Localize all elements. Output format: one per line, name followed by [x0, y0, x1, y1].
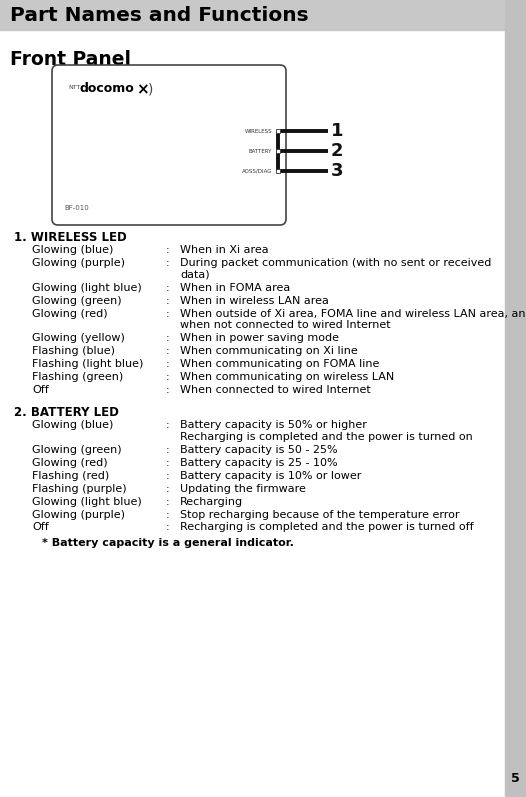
Text: Off: Off — [32, 523, 49, 532]
Text: Glowing (light blue): Glowing (light blue) — [32, 497, 141, 507]
Text: ×: × — [136, 82, 149, 97]
Text: Glowing (blue): Glowing (blue) — [32, 420, 114, 430]
Text: Recharging is completed and the power is turned on: Recharging is completed and the power is… — [180, 431, 473, 442]
Text: 2: 2 — [331, 142, 343, 160]
Text: Glowing (green): Glowing (green) — [32, 445, 122, 454]
Bar — [505, 0, 526, 797]
Text: :: : — [166, 420, 169, 430]
Text: data): data) — [180, 269, 210, 280]
Text: :: : — [166, 457, 169, 468]
Text: When in FOMA area: When in FOMA area — [180, 282, 290, 292]
Text: When outside of Xi area, FOMA line and wireless LAN area, and: When outside of Xi area, FOMA line and w… — [180, 308, 526, 319]
Text: BATTERY: BATTERY — [249, 148, 272, 154]
Text: Battery capacity is 25 - 10%: Battery capacity is 25 - 10% — [180, 457, 338, 468]
Text: :: : — [166, 333, 169, 343]
Text: :: : — [166, 245, 169, 255]
FancyBboxPatch shape — [52, 65, 286, 225]
Text: :: : — [166, 308, 169, 319]
Text: :: : — [166, 296, 169, 305]
Text: Stop recharging because of the temperature error: Stop recharging because of the temperatu… — [180, 509, 460, 520]
Text: :: : — [166, 445, 169, 454]
Text: Battery capacity is 50 - 25%: Battery capacity is 50 - 25% — [180, 445, 338, 454]
Text: Glowing (purple): Glowing (purple) — [32, 258, 125, 268]
Text: Glowing (red): Glowing (red) — [32, 308, 108, 319]
Text: 1: 1 — [331, 122, 343, 140]
Text: when not connected to wired Internet: when not connected to wired Internet — [180, 320, 391, 330]
Text: * Battery capacity is a general indicator.: * Battery capacity is a general indicato… — [42, 539, 294, 548]
Text: :: : — [166, 282, 169, 292]
Text: Flashing (green): Flashing (green) — [32, 372, 123, 382]
Text: Battery capacity is 50% or higher: Battery capacity is 50% or higher — [180, 420, 367, 430]
Text: :: : — [166, 523, 169, 532]
Text: :: : — [166, 470, 169, 481]
Text: BF-010: BF-010 — [64, 205, 89, 211]
Text: When communicating on Xi line: When communicating on Xi line — [180, 346, 358, 356]
Text: :: : — [166, 385, 169, 395]
Text: Glowing (purple): Glowing (purple) — [32, 509, 125, 520]
Text: 3: 3 — [331, 162, 343, 180]
Text: Front Panel: Front Panel — [10, 50, 131, 69]
Text: 1. WIRELESS LED: 1. WIRELESS LED — [14, 231, 127, 244]
Text: 5: 5 — [511, 772, 519, 785]
Text: Off: Off — [32, 385, 49, 395]
Text: Battery capacity is 10% or lower: Battery capacity is 10% or lower — [180, 470, 361, 481]
Text: When communicating on FOMA line: When communicating on FOMA line — [180, 359, 379, 369]
Text: AOSS/DIAG: AOSS/DIAG — [241, 168, 272, 174]
Text: When in Xi area: When in Xi area — [180, 245, 269, 255]
Text: Flashing (blue): Flashing (blue) — [32, 346, 115, 356]
Text: When communicating on wireless LAN: When communicating on wireless LAN — [180, 372, 394, 382]
Bar — [0, 0, 526, 30]
Text: Updating the firmware: Updating the firmware — [180, 484, 306, 493]
Text: Flashing (light blue): Flashing (light blue) — [32, 359, 144, 369]
Text: During packet communication (with no sent or received: During packet communication (with no sen… — [180, 258, 491, 268]
Text: Flashing (purple): Flashing (purple) — [32, 484, 127, 493]
Text: :: : — [166, 484, 169, 493]
Text: :: : — [166, 258, 169, 268]
Text: Glowing (green): Glowing (green) — [32, 296, 122, 305]
Text: Recharging is completed and the power is turned off: Recharging is completed and the power is… — [180, 523, 473, 532]
Text: NTT: NTT — [68, 85, 80, 90]
Text: Part Names and Functions: Part Names and Functions — [10, 6, 309, 25]
Text: When connected to wired Internet: When connected to wired Internet — [180, 385, 371, 395]
Bar — [276, 149, 280, 153]
Text: ): ) — [148, 82, 154, 96]
Text: :: : — [166, 372, 169, 382]
Text: Glowing (yellow): Glowing (yellow) — [32, 333, 125, 343]
Text: :: : — [166, 497, 169, 507]
Bar — [276, 169, 280, 173]
Text: Glowing (light blue): Glowing (light blue) — [32, 282, 141, 292]
Text: Recharging: Recharging — [180, 497, 243, 507]
Text: :: : — [166, 346, 169, 356]
Text: When in wireless LAN area: When in wireless LAN area — [180, 296, 329, 305]
Text: Glowing (blue): Glowing (blue) — [32, 245, 114, 255]
Text: :: : — [166, 359, 169, 369]
Text: docomo: docomo — [80, 82, 135, 95]
Text: 2. BATTERY LED: 2. BATTERY LED — [14, 406, 119, 419]
Text: Glowing (red): Glowing (red) — [32, 457, 108, 468]
Bar — [276, 129, 280, 133]
Text: WIRELESS: WIRELESS — [245, 128, 272, 134]
Text: :: : — [166, 509, 169, 520]
Text: When in power saving mode: When in power saving mode — [180, 333, 339, 343]
Text: Flashing (red): Flashing (red) — [32, 470, 109, 481]
